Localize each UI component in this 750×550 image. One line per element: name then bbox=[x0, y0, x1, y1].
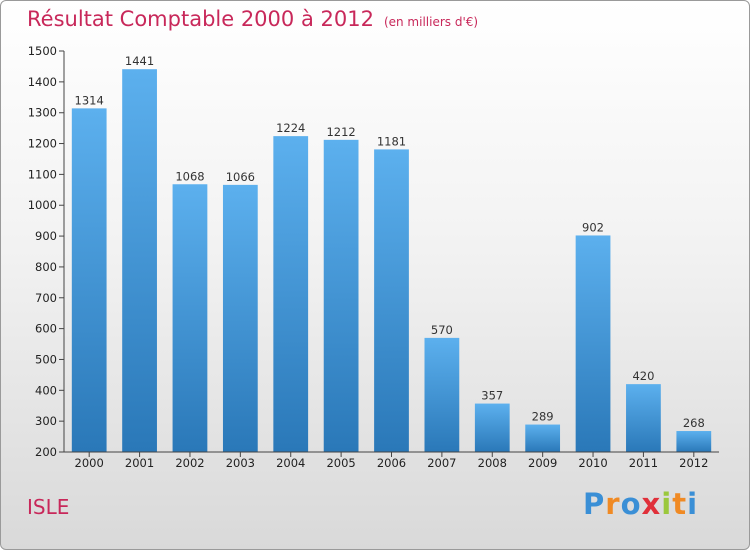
bar-2006 bbox=[374, 149, 409, 452]
proxiti-logo: Proxiti bbox=[583, 487, 698, 521]
y-tick-label: 800 bbox=[35, 260, 57, 274]
bar-2001 bbox=[122, 69, 157, 453]
value-label-2010: 902 bbox=[582, 220, 604, 234]
value-label-2000: 1314 bbox=[75, 93, 104, 107]
x-tick-label-2002: 2002 bbox=[175, 456, 204, 470]
commune-name: ISLE bbox=[27, 495, 70, 519]
y-tick-label: 1300 bbox=[28, 106, 57, 120]
logo-letter: P bbox=[583, 487, 606, 521]
y-tick-label: 200 bbox=[35, 445, 57, 459]
x-tick-label-2011: 2011 bbox=[629, 456, 658, 470]
bar-2010 bbox=[575, 235, 611, 452]
bars: 1314 1441 1068 1066 1224 1212 1181 570 357 289 902… bbox=[71, 54, 712, 453]
bar-2008 bbox=[474, 403, 510, 452]
value-label-2004: 1224 bbox=[276, 121, 305, 135]
x-tick-label-2000: 2000 bbox=[75, 456, 104, 470]
chart-title-text: Résultat Comptable 2000 à 2012 bbox=[27, 7, 374, 31]
x-tick-label-2007: 2007 bbox=[427, 456, 456, 470]
x-tick-label-2012: 2012 bbox=[679, 456, 708, 470]
x-tick-label-2003: 2003 bbox=[226, 456, 255, 470]
y-tick-label: 700 bbox=[35, 291, 57, 305]
value-label-2007: 570 bbox=[431, 323, 453, 337]
x-tick-label-2010: 2010 bbox=[578, 456, 607, 470]
y-tick-label: 1000 bbox=[28, 198, 57, 212]
x-axis: 2000 2001 2002 2003 2004 2005 2006 2007 2008 2009… bbox=[64, 451, 719, 470]
chart-title: Résultat Comptable 2000 à 2012 (en millie… bbox=[27, 7, 478, 31]
value-label-2011: 420 bbox=[632, 369, 654, 383]
bar-2007 bbox=[424, 337, 460, 452]
logo-letter: x bbox=[641, 487, 662, 521]
logo-letter: i bbox=[661, 487, 673, 521]
value-label-2001: 1441 bbox=[125, 54, 154, 68]
y-tick-label: 400 bbox=[35, 383, 57, 397]
value-label-2003: 1066 bbox=[226, 170, 255, 184]
x-tick-label-2004: 2004 bbox=[276, 456, 305, 470]
logo-letter: o bbox=[620, 487, 642, 521]
x-tick-label-2005: 2005 bbox=[326, 456, 355, 470]
x-tick-label-2001: 2001 bbox=[125, 456, 154, 470]
value-label-2006: 1181 bbox=[377, 134, 406, 148]
bar-2003 bbox=[222, 184, 258, 452]
logo-letter: t bbox=[672, 487, 688, 521]
y-tick-label: 1100 bbox=[28, 167, 57, 181]
bar-2012 bbox=[676, 431, 712, 452]
bar-2004 bbox=[273, 136, 309, 453]
value-label-2008: 357 bbox=[481, 389, 503, 403]
bar-2005 bbox=[323, 139, 359, 453]
y-tick-label: 500 bbox=[35, 352, 57, 366]
value-label-2009: 289 bbox=[532, 410, 554, 424]
chart-subtitle: (en milliers d'€) bbox=[383, 15, 479, 29]
y-tick-label: 300 bbox=[35, 414, 57, 428]
bar-2002 bbox=[172, 184, 208, 453]
value-label-2002: 1068 bbox=[175, 169, 204, 183]
y-tick-label: 600 bbox=[35, 322, 57, 336]
value-label-2012: 268 bbox=[683, 416, 705, 430]
y-tick-label: 1200 bbox=[28, 137, 57, 151]
logo-letter: i bbox=[687, 487, 699, 521]
y-tick-label: 1500 bbox=[28, 44, 57, 58]
x-tick-label-2008: 2008 bbox=[478, 456, 507, 470]
y-tick-label: 1400 bbox=[28, 75, 57, 89]
bar-2000 bbox=[71, 108, 107, 453]
value-label-2005: 1212 bbox=[326, 125, 355, 139]
bar-2011 bbox=[626, 384, 661, 452]
logo-letter: r bbox=[605, 487, 621, 521]
y-tick-label: 900 bbox=[35, 229, 57, 243]
x-tick-label-2009: 2009 bbox=[528, 456, 557, 470]
bar-2009 bbox=[525, 424, 561, 452]
y-axis: 200 300 400 500 600 700 800 900 1000 1100 1200 1300… bbox=[28, 44, 65, 459]
x-tick-label-2006: 2006 bbox=[377, 456, 406, 470]
